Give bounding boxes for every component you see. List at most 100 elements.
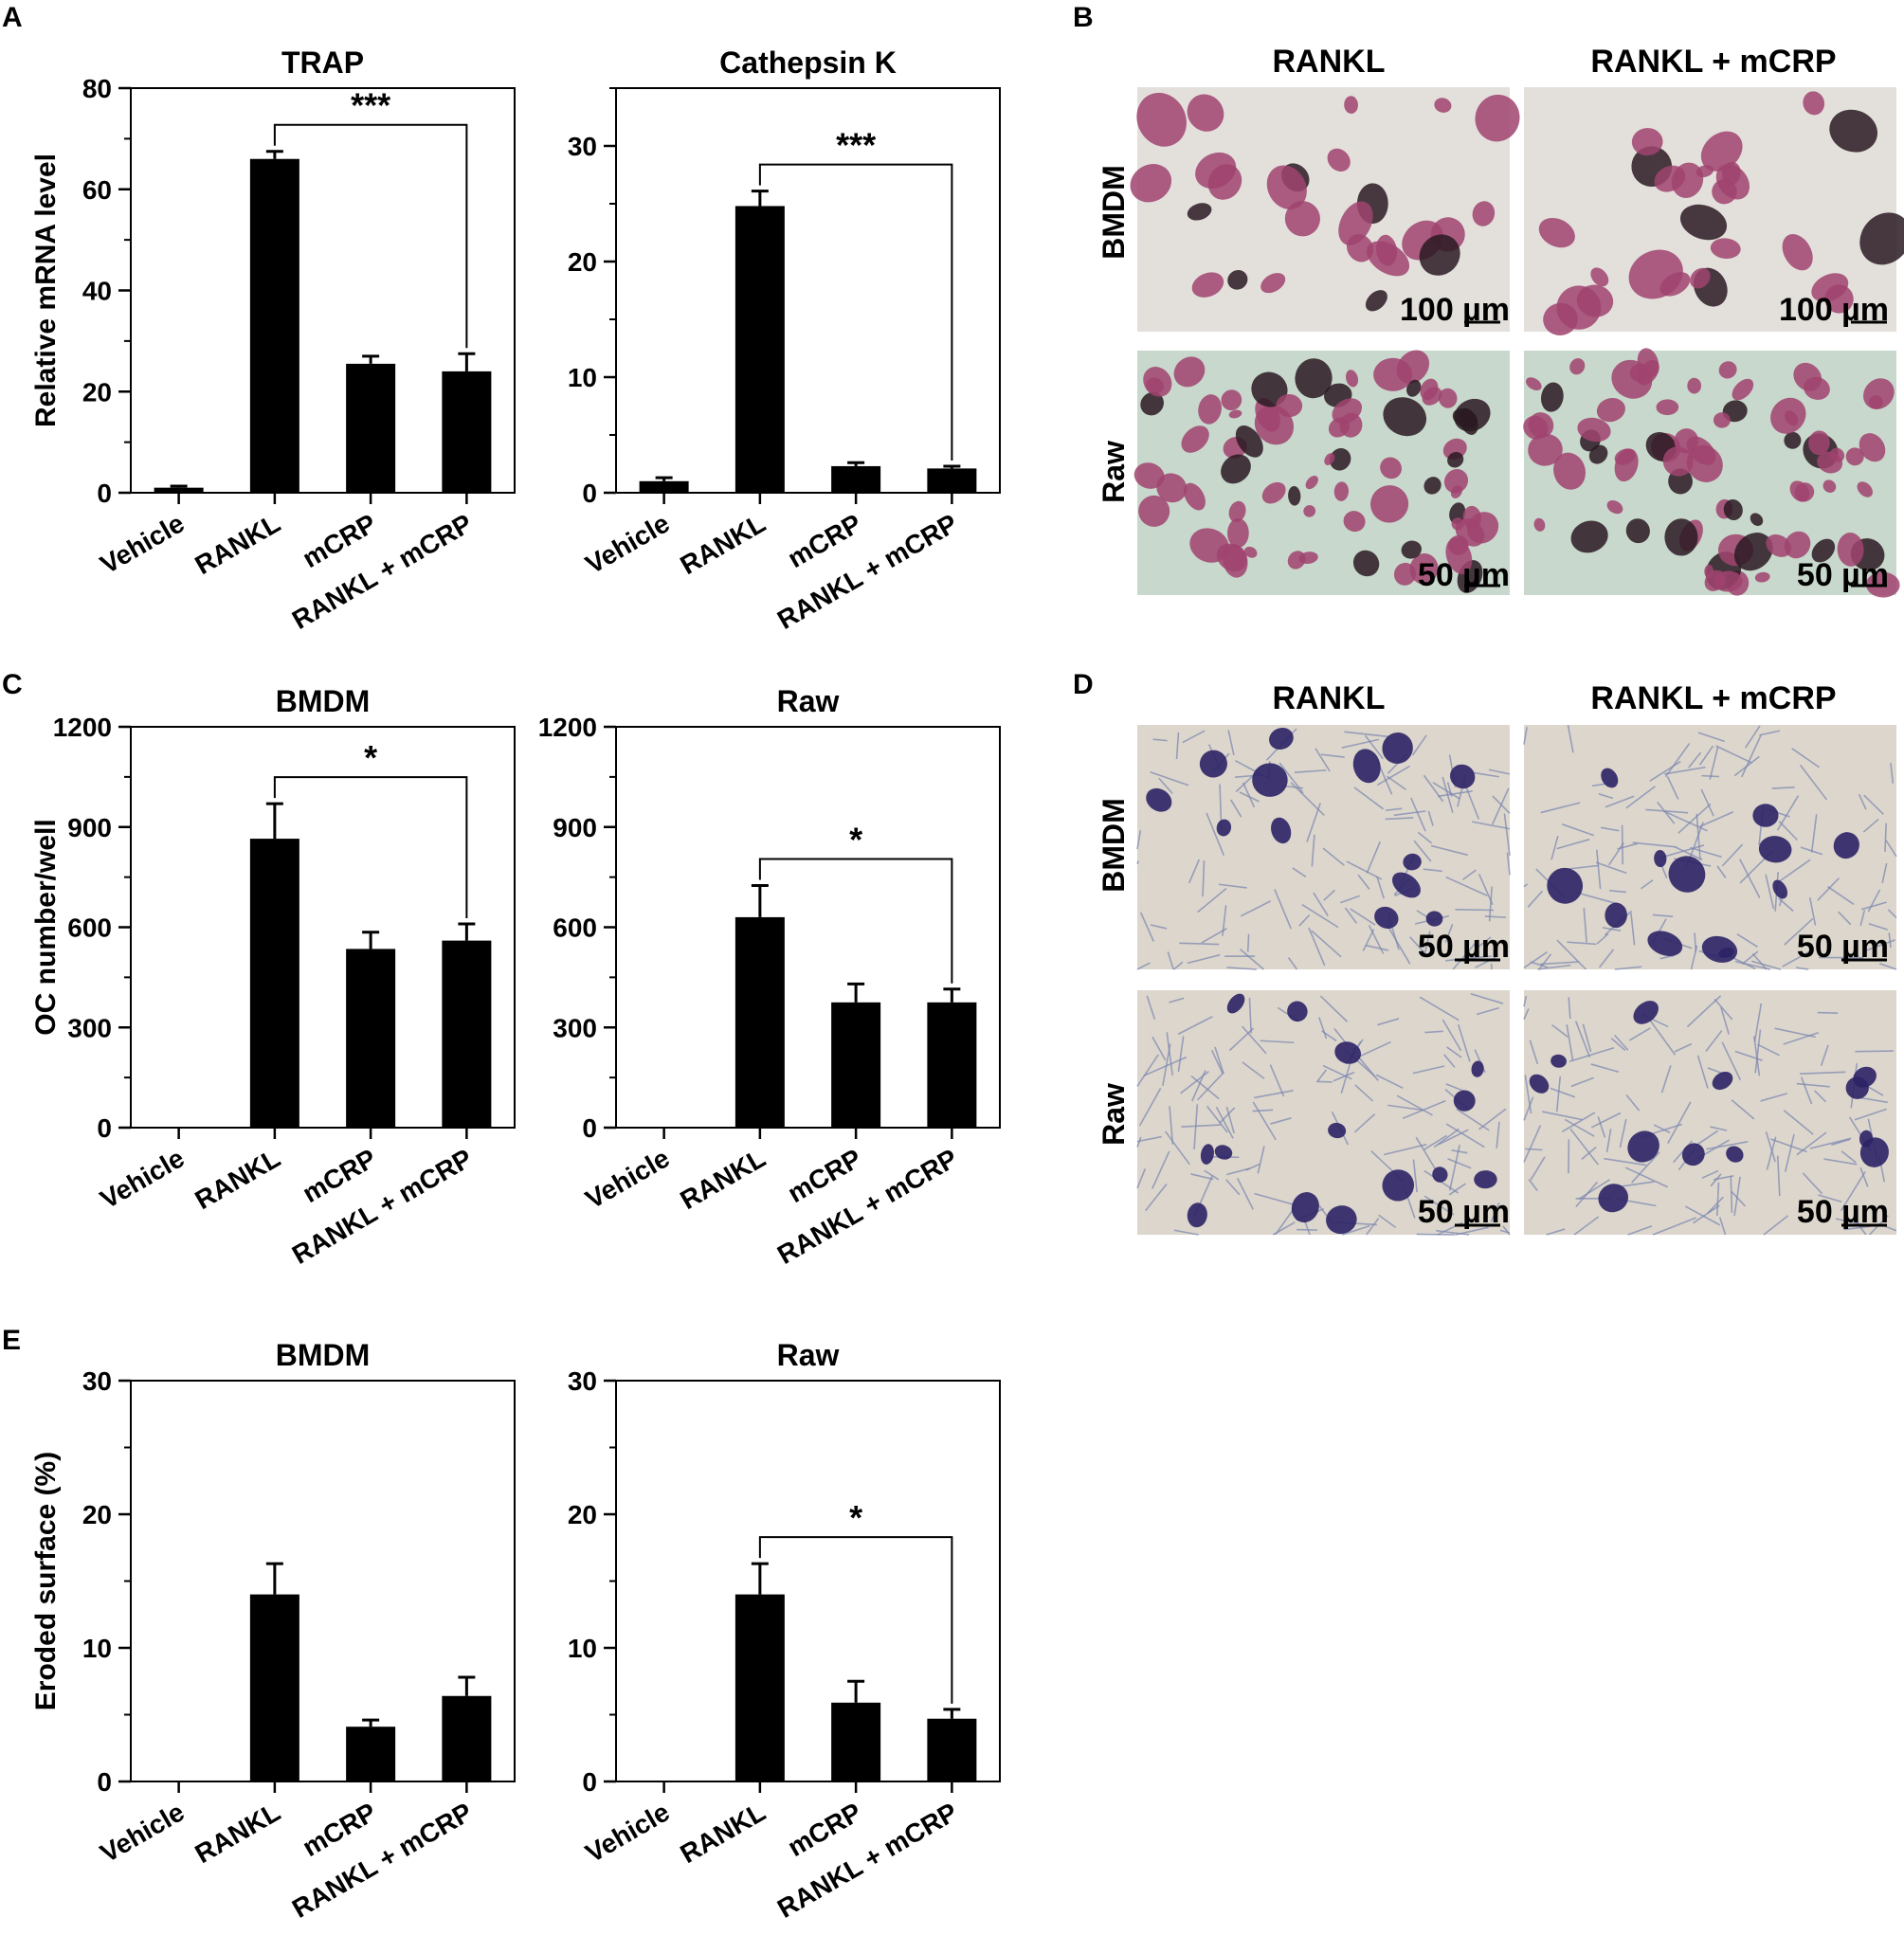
stained-osteoclast (1269, 727, 1294, 750)
significance-label: *** (351, 86, 390, 125)
panel-d-row-label-raw: Raw (1097, 1083, 1131, 1146)
collagen-fiber (1444, 924, 1454, 943)
collagen-fiber (1457, 1024, 1471, 1062)
stained-cell (1686, 444, 1723, 482)
collagen-fiber (1841, 1150, 1857, 1164)
stained-osteoclast (1271, 817, 1292, 844)
collagen-fiber (1136, 860, 1139, 864)
collagen-fiber (1771, 787, 1795, 789)
stained-cell (1656, 399, 1679, 416)
collagen-fiber (1354, 1084, 1374, 1102)
collagen-fiber (1695, 1130, 1718, 1147)
stained-osteoclast (1287, 1001, 1308, 1022)
collagen-fiber (1867, 889, 1881, 913)
collagen-fiber (1888, 932, 1892, 948)
collagen-fiber (1443, 1054, 1456, 1068)
stained-osteoclast (1833, 832, 1859, 859)
y-tick-label: 0 (97, 479, 112, 508)
stained-osteoclast (1547, 867, 1584, 904)
x-category-label: RANKL + mCRP (287, 508, 477, 635)
y-tick-label: 20 (82, 1500, 112, 1529)
panel-b-scale-4: 50 µm (1797, 557, 1889, 593)
stained-osteoclast (1374, 906, 1399, 930)
stained-cell (1528, 412, 1554, 439)
stained-cell (1447, 451, 1464, 468)
stained-cell (1365, 290, 1387, 312)
collagen-fiber (1598, 949, 1615, 968)
collagen-fiber (1525, 1148, 1543, 1151)
collagen-fiber (1573, 1216, 1600, 1236)
collagen-fiber (1690, 945, 1698, 970)
stained-cell (1526, 377, 1542, 391)
micrograph-d-bmdm-rankl-mcrp (1523, 724, 1897, 970)
collagen-fiber (1236, 1178, 1254, 1210)
y-tick-label: 30 (568, 1366, 597, 1396)
stained-osteoclast (1474, 1170, 1497, 1189)
collagen-fiber (1190, 1075, 1220, 1100)
micrograph-d-raw-rankl (1136, 990, 1511, 1236)
collagen-fiber (1239, 791, 1260, 803)
bar-rankl (734, 916, 785, 1128)
stained-cell (1541, 382, 1564, 412)
panel-d-scale-1: 50 µm (1418, 929, 1510, 965)
collagen-fiber (1714, 998, 1733, 1021)
stained-cell (1156, 473, 1188, 503)
stained-cell (1822, 479, 1837, 493)
collagen-fiber (1574, 1021, 1591, 1058)
collagen-fiber (1226, 967, 1257, 970)
y-axis-label: Eroded surface (%) (30, 1452, 62, 1710)
stained-cell (1784, 531, 1811, 559)
collagen-fiber (1438, 1129, 1469, 1146)
micrograph-d-bmdm-rankl (1136, 725, 1511, 970)
stained-cell (1324, 453, 1335, 465)
collagen-fiber (1731, 1099, 1755, 1120)
stained-osteoclast (1633, 1001, 1659, 1024)
collagen-fiber (1496, 1121, 1500, 1148)
collagen-fiber (1150, 771, 1189, 787)
stained-cell (1260, 273, 1286, 294)
collagen-fiber (1855, 1050, 1894, 1053)
stained-cell (1700, 131, 1743, 172)
collagen-fiber (1551, 1023, 1569, 1038)
collagen-fiber (1784, 917, 1814, 946)
collagen-fiber (1759, 730, 1781, 736)
collagen-fiber (1136, 1168, 1147, 1189)
stained-cell (1434, 98, 1452, 113)
collagen-fiber (1164, 1130, 1190, 1166)
y-tick-label: 40 (82, 277, 112, 306)
stained-cell (1419, 234, 1460, 276)
collagen-fiber (1445, 1083, 1465, 1093)
collagen-fiber (1254, 1192, 1297, 1206)
collagen-fiber (1366, 841, 1382, 874)
stained-cell (1710, 238, 1741, 260)
collagen-fiber (1484, 915, 1507, 918)
collagen-fiber (1757, 1043, 1780, 1057)
collagen-fiber (1808, 897, 1817, 926)
stained-cell (1723, 498, 1743, 521)
collagen-fiber (1503, 813, 1511, 856)
stained-cell (1333, 481, 1350, 501)
collagen-fiber (1568, 997, 1571, 1020)
collagen-fiber (1818, 1194, 1842, 1203)
collagen-fiber (1575, 891, 1618, 905)
panel-label-a: A (2, 2, 23, 33)
stained-cell (1454, 398, 1491, 432)
collagen-fiber (1734, 960, 1771, 970)
collagen-fiber (1590, 1063, 1620, 1073)
collagen-fiber (1697, 732, 1725, 743)
collagen-fiber (1446, 1046, 1462, 1058)
stained-cell (1445, 537, 1473, 574)
collagen-fiber (1488, 886, 1493, 922)
collagen-fiber (1628, 1027, 1651, 1041)
stained-cell (1251, 371, 1288, 407)
collagen-fiber (1664, 766, 1706, 775)
collagen-fiber (1527, 890, 1544, 908)
y-axis-label: Relative mRNA level (30, 154, 62, 427)
stained-cell (1570, 520, 1608, 553)
collagen-fiber (1523, 1096, 1534, 1121)
collagen-fiber (1765, 874, 1775, 910)
stained-cell (1528, 433, 1563, 466)
bar-mcrp (346, 949, 396, 1128)
collagen-fiber (1402, 1099, 1446, 1119)
